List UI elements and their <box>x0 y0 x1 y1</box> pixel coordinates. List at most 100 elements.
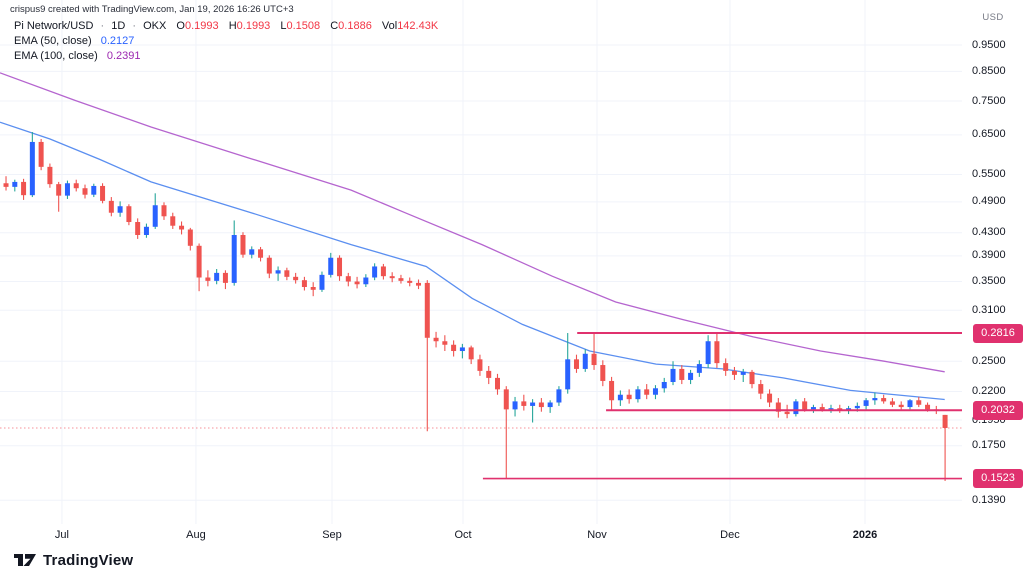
candle <box>775 398 781 418</box>
candle <box>363 274 369 288</box>
interval-label[interactable]: 1D <box>111 20 126 32</box>
time-tick-Oct: Oct <box>454 529 472 541</box>
candle <box>723 358 729 376</box>
price-tick-label: 0.2500 <box>972 354 1006 367</box>
candle <box>881 394 887 404</box>
time-tick-Aug: Aug <box>186 529 206 541</box>
grid <box>0 0 962 524</box>
candle <box>889 398 895 408</box>
candle <box>784 404 790 419</box>
candle <box>354 276 360 289</box>
price-tick-label: 0.9500 <box>972 38 1006 51</box>
candle <box>187 227 193 251</box>
open-value: 0.1993 <box>184 20 219 32</box>
candle <box>810 404 816 413</box>
candle <box>538 398 544 412</box>
candle <box>380 263 386 280</box>
candle <box>872 392 878 405</box>
price-tick-label: 0.3500 <box>972 275 1006 288</box>
candle <box>143 223 149 238</box>
time-tick-2026: 2026 <box>852 529 878 541</box>
tradingview-logo-text: TradingView <box>43 551 134 569</box>
chart-pane[interactable] <box>0 0 962 524</box>
candle <box>670 361 676 386</box>
price-tick-label: 0.4900 <box>972 195 1006 208</box>
time-tick-Nov: Nov <box>587 529 607 541</box>
candle <box>47 163 53 188</box>
low-key: L <box>280 20 287 32</box>
candle <box>696 360 702 377</box>
tradingview-logo[interactable]: TradingView <box>14 551 133 569</box>
candle <box>416 279 422 290</box>
candle <box>635 386 641 403</box>
time-axis[interactable]: Jul Aug Sep Oct Nov Dec 2026 <box>0 524 1024 546</box>
candle <box>240 232 246 258</box>
footer: TradingView <box>0 545 1024 579</box>
credit-line: crispus9 created with TradingView.com, J… <box>10 4 294 15</box>
candle <box>767 389 773 408</box>
price-tick-label: 0.1750 <box>972 439 1006 452</box>
candle <box>863 398 869 410</box>
candle <box>21 178 27 200</box>
candle <box>556 386 562 406</box>
ema100-line[interactable] <box>0 72 945 373</box>
price-tick-label: 0.5500 <box>972 167 1006 180</box>
candle <box>898 401 904 410</box>
candle <box>652 385 658 400</box>
ema100-label: EMA (100, close) <box>14 50 98 62</box>
candle <box>442 335 448 352</box>
ema50-legend[interactable]: EMA (50, close) 0.2127 <box>14 35 438 47</box>
candle <box>82 184 88 199</box>
candle <box>3 176 9 191</box>
ema50-line[interactable] <box>0 121 945 401</box>
chart-legend: crispus9 created with TradingView.com, J… <box>10 4 438 65</box>
candle <box>372 263 378 281</box>
candles <box>3 132 948 481</box>
volume-key: Vol <box>381 20 398 32</box>
candle <box>494 373 500 395</box>
price-axis[interactable]: USD 0.9500 0.8500 0.7500 0.6500 0.5500 0.4900… <box>962 0 1024 524</box>
time-tick-Dec: Dec <box>720 529 740 541</box>
candle <box>170 212 176 229</box>
candlestick-chart[interactable] <box>0 0 962 524</box>
candle <box>486 366 492 385</box>
candle <box>179 221 185 235</box>
candle <box>582 349 588 372</box>
candle <box>337 255 343 281</box>
price-tick-label: 0.2200 <box>972 384 1006 397</box>
candle <box>64 180 70 199</box>
candle <box>433 331 439 348</box>
ema100-value: 0.2391 <box>106 50 141 62</box>
candle <box>135 218 141 239</box>
candle <box>661 377 667 393</box>
candle <box>451 340 457 357</box>
candle <box>758 379 764 400</box>
low-value: 0.1508 <box>286 20 321 32</box>
candle <box>459 343 465 359</box>
ema100-legend[interactable]: EMA (100, close) 0.2391 <box>14 50 438 62</box>
symbol-row[interactable]: Pi Network/USD · 1D · OKX O0.1993 H0.199… <box>14 20 438 32</box>
price-tick-label: 0.6500 <box>972 128 1006 141</box>
candle <box>521 394 527 411</box>
candle <box>161 202 167 220</box>
candle <box>591 333 597 370</box>
candle <box>222 270 228 290</box>
time-tick-Jul: Jul <box>54 529 69 541</box>
candle <box>275 266 281 281</box>
volume-value: 142.43K <box>397 20 439 32</box>
candle <box>793 399 799 417</box>
candle <box>310 282 316 297</box>
price-tick-label: 0.3100 <box>972 303 1006 316</box>
high-key: H <box>228 20 237 32</box>
candle <box>258 246 264 262</box>
high-value: 0.1993 <box>236 20 271 32</box>
candle <box>468 345 474 365</box>
candle <box>38 138 44 171</box>
candle <box>301 276 307 291</box>
candle <box>477 354 483 376</box>
candle <box>389 272 395 283</box>
candle <box>126 204 132 226</box>
candle <box>609 376 615 411</box>
symbol-name[interactable]: Pi Network/USD <box>14 20 94 32</box>
